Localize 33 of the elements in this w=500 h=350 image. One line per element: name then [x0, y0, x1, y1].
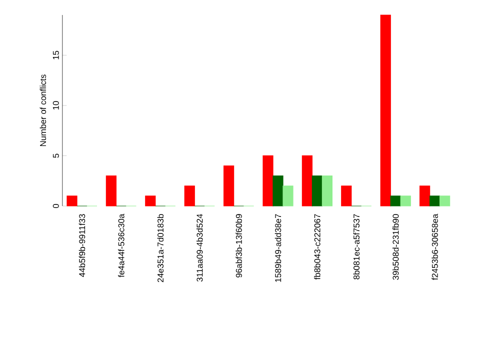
- x-tick-label: 39b508d-231fb90: [392, 214, 399, 280]
- x-tick-label: 8b081ec-a5f7537: [353, 214, 360, 280]
- bar: [341, 186, 352, 206]
- y-tick-label: 5: [52, 154, 59, 158]
- x-tick-label: 96abf3b-13f60b9: [236, 214, 242, 278]
- bar: [440, 196, 450, 206]
- bar: [380, 14, 391, 206]
- bar: [272, 176, 284, 206]
- bar: [430, 196, 440, 206]
- bar: [145, 196, 156, 206]
- y-tick-label: 15: [52, 50, 59, 60]
- x-tick-label: fb8b043-c222067: [314, 214, 320, 280]
- bar: [224, 165, 234, 206]
- bar: [312, 176, 323, 206]
- bar: [66, 196, 78, 206]
- bar: [184, 186, 195, 206]
- bar: [420, 186, 430, 206]
- y-axis-title: Number of conflicts: [40, 74, 46, 146]
- x-tick-label: 44b5f9b-9911f33: [78, 214, 86, 277]
- x-tick-label: 311aa09-4b3d524: [196, 214, 203, 282]
- bar: [282, 186, 294, 206]
- bar: [302, 155, 313, 206]
- y-tick-label: 10: [52, 101, 59, 110]
- x-tick-label: 1589b49-add38e7: [274, 214, 282, 282]
- x-tick-label: fe4a44f-536c30a: [118, 214, 124, 278]
- bar: [106, 176, 117, 206]
- bar: [400, 196, 411, 206]
- x-tick-label: f2453b6-30658ea: [432, 214, 438, 280]
- bar: [262, 155, 274, 206]
- x-tick-label: 24e351a-7d0183b: [157, 214, 164, 282]
- bar: [322, 176, 333, 206]
- y-tick-label: 0: [52, 204, 59, 208]
- bar: [390, 196, 401, 206]
